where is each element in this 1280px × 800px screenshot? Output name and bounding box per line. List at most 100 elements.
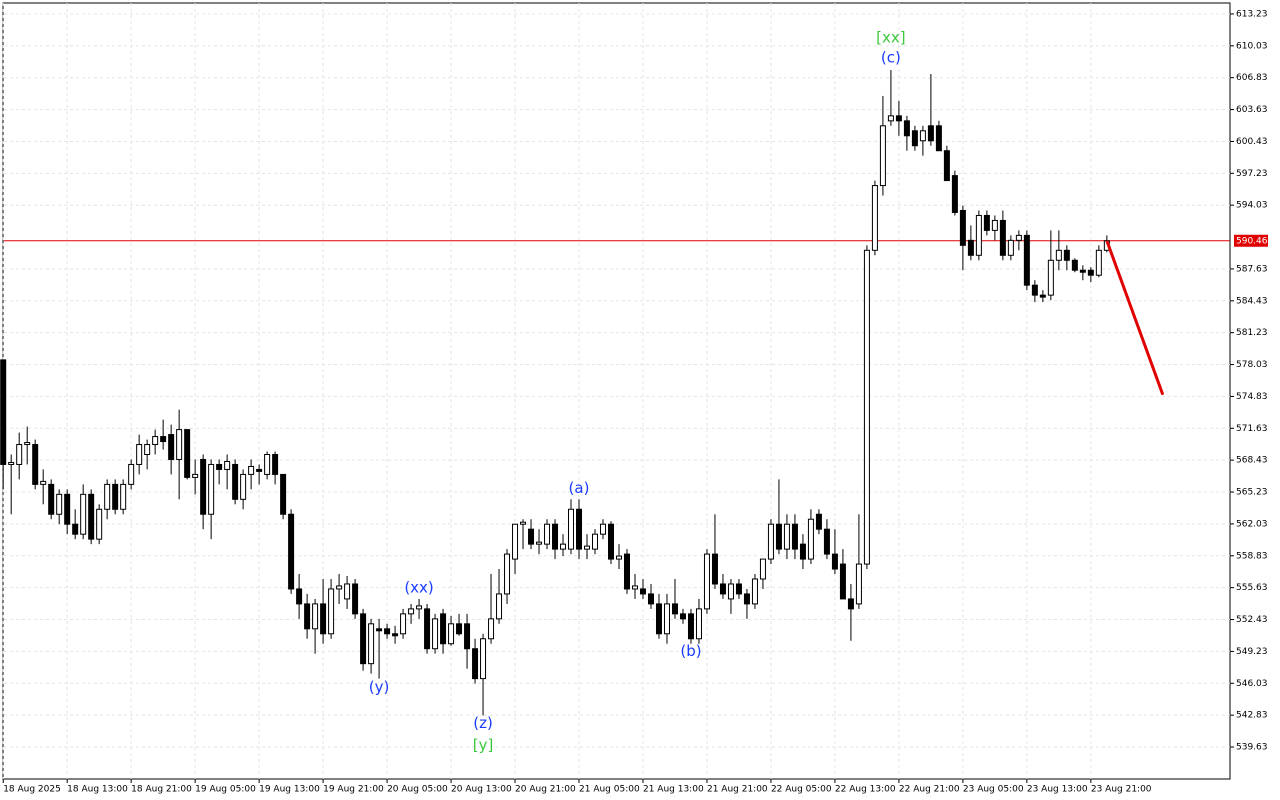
candle-body xyxy=(376,628,383,632)
candle-body xyxy=(775,523,782,550)
candle-body xyxy=(200,458,207,515)
y-tick-label: 549.23 xyxy=(1236,647,1268,657)
x-tick-label: 21 Aug 05:00 xyxy=(579,785,640,795)
candle-body xyxy=(879,125,886,187)
candle-body xyxy=(1063,249,1070,261)
candle-body xyxy=(424,608,431,650)
x-tick-label: 18 Aug 2025 xyxy=(3,785,61,795)
x-tick-label: 20 Aug 13:00 xyxy=(451,785,512,795)
candle-body xyxy=(703,553,710,610)
candle-body xyxy=(144,444,151,455)
x-tick-label: 21 Aug 21:00 xyxy=(707,785,768,795)
x-tick-label: 23 Aug 13:00 xyxy=(1027,785,1088,795)
y-tick-label: 558.83 xyxy=(1236,551,1268,561)
candle-body xyxy=(815,513,822,530)
candle-body xyxy=(464,623,471,650)
candle-body xyxy=(184,429,191,478)
x-tick-label: 21 Aug 13:00 xyxy=(643,785,704,795)
candle-body xyxy=(1071,259,1078,271)
candle-body xyxy=(751,578,758,605)
candle-body xyxy=(256,468,263,472)
candle-body xyxy=(416,605,423,610)
candle-body xyxy=(735,583,742,595)
candle-body xyxy=(991,219,998,231)
candle-body xyxy=(136,444,143,465)
wave-label: [xx] xyxy=(876,28,905,46)
y-tick-label: 610.03 xyxy=(1236,41,1268,51)
candle-body xyxy=(24,442,31,446)
candle-body xyxy=(496,593,503,620)
candle-body xyxy=(584,545,591,550)
candle-body xyxy=(863,249,870,565)
y-tick-label: 584.43 xyxy=(1236,296,1268,306)
candle-body xyxy=(96,508,103,540)
candle-body xyxy=(935,125,942,152)
wave-label: (xx) xyxy=(404,578,433,596)
x-tick-label: 20 Aug 05:00 xyxy=(387,785,448,795)
candle-body xyxy=(711,553,718,585)
candle-body xyxy=(1079,269,1086,273)
forecast-line xyxy=(1105,240,1165,396)
candle-body xyxy=(512,523,519,560)
candle-body xyxy=(56,493,63,515)
candle-body xyxy=(1031,284,1038,296)
y-tick-label: 594.03 xyxy=(1236,201,1268,211)
candle-body xyxy=(639,588,646,595)
candle-body xyxy=(847,598,854,610)
candle-body xyxy=(80,493,87,535)
y-tick-label: 587.63 xyxy=(1236,264,1268,274)
candle-body xyxy=(560,543,567,550)
x-tick-label: 23 Aug 05:00 xyxy=(963,785,1024,795)
candle-body xyxy=(1007,239,1014,256)
y-tick-label: 565.23 xyxy=(1236,488,1268,498)
candle-body xyxy=(871,185,878,251)
candle-body xyxy=(224,460,231,470)
candle-body xyxy=(647,593,654,605)
candle-body xyxy=(472,648,479,680)
candle-body xyxy=(687,613,694,640)
candle-body xyxy=(759,558,766,580)
candle-body xyxy=(264,453,271,475)
candle-body xyxy=(360,613,367,665)
candle-body xyxy=(176,429,183,460)
y-tick-label: 546.03 xyxy=(1236,679,1268,689)
candle-body xyxy=(631,585,638,590)
candle-body xyxy=(392,633,399,637)
candle-body xyxy=(823,528,830,555)
candle-body xyxy=(663,603,670,635)
candle-body xyxy=(1095,249,1102,276)
candle-body xyxy=(655,603,662,635)
candle-body xyxy=(352,583,359,615)
candle-body xyxy=(152,436,159,446)
candle-body xyxy=(999,219,1006,256)
candle-body xyxy=(895,115,902,122)
candle-body xyxy=(504,553,511,595)
candle-body xyxy=(887,115,894,122)
candle-body xyxy=(448,623,455,645)
candle-body xyxy=(88,493,95,540)
y-tick-label: 542.83 xyxy=(1236,711,1268,721)
y-tick-label: 606.83 xyxy=(1236,73,1268,83)
candle-body xyxy=(831,553,838,570)
y-tick-label: 568.43 xyxy=(1236,456,1268,466)
wave-label: (y) xyxy=(369,678,390,696)
candle-body xyxy=(1023,234,1030,286)
candle-body xyxy=(615,555,622,560)
candle-body xyxy=(576,508,583,550)
candle-body xyxy=(160,436,167,443)
candle-body xyxy=(943,150,950,182)
y-tick-label: 552.43 xyxy=(1236,615,1268,625)
candle-body xyxy=(128,463,135,485)
candle-body xyxy=(807,518,814,560)
candle-body xyxy=(1015,234,1022,241)
candle-body xyxy=(520,521,527,525)
candle-body xyxy=(767,523,774,560)
candle-body xyxy=(72,523,79,535)
candle-body xyxy=(104,483,111,510)
y-tick-label: 539.63 xyxy=(1236,743,1268,753)
x-tick-label: 19 Aug 13:00 xyxy=(259,785,320,795)
candle-body xyxy=(911,130,918,147)
y-tick-label: 603.63 xyxy=(1236,105,1268,115)
candle-body xyxy=(336,585,343,590)
